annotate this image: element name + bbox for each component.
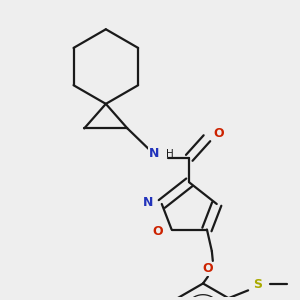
Text: N: N	[149, 147, 159, 161]
Text: S: S	[254, 278, 262, 291]
Text: N: N	[143, 196, 153, 208]
Text: O: O	[152, 225, 163, 238]
Text: O: O	[202, 262, 213, 275]
Text: H: H	[166, 149, 173, 159]
Text: O: O	[213, 127, 224, 140]
